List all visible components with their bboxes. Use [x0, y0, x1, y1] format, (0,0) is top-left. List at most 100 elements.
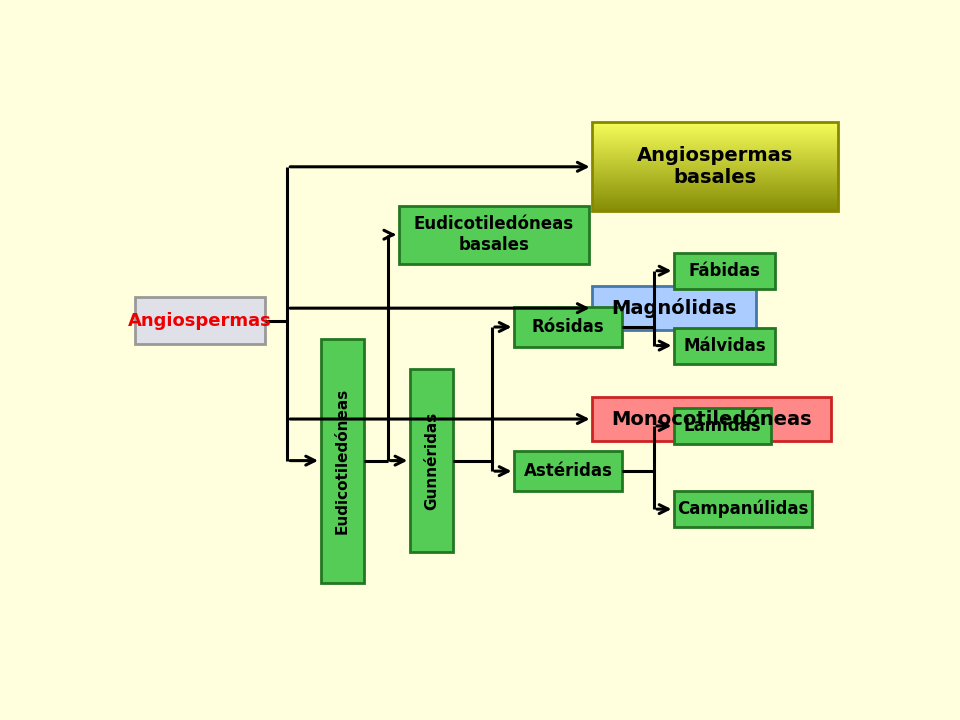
Bar — [592, 145, 838, 146]
Bar — [592, 125, 838, 127]
Bar — [592, 144, 838, 145]
Bar — [592, 194, 838, 195]
Bar — [592, 150, 838, 151]
Bar — [592, 188, 838, 189]
Bar — [592, 164, 838, 166]
Bar — [592, 183, 838, 184]
Bar — [592, 173, 838, 174]
Bar — [592, 143, 838, 145]
Text: Gunnéridas: Gunnéridas — [424, 412, 440, 510]
Bar — [592, 191, 838, 192]
Bar — [592, 187, 838, 188]
Bar — [592, 138, 838, 139]
Bar — [592, 157, 838, 158]
Bar — [592, 195, 838, 197]
Bar — [592, 155, 838, 156]
Text: Lámidas: Lámidas — [684, 417, 761, 435]
Text: Campanúlidas: Campanúlidas — [678, 500, 808, 518]
Bar — [592, 170, 838, 171]
Bar — [592, 202, 838, 203]
Bar — [592, 181, 838, 182]
FancyBboxPatch shape — [674, 328, 775, 364]
Bar — [592, 161, 838, 162]
Bar — [592, 166, 838, 167]
Bar — [592, 137, 838, 138]
Bar — [592, 182, 838, 184]
Bar — [592, 159, 838, 160]
Bar — [592, 168, 838, 170]
Bar — [592, 150, 838, 152]
Bar — [592, 204, 838, 206]
Bar — [592, 165, 838, 166]
Bar — [592, 178, 838, 179]
Bar — [592, 162, 838, 163]
Bar — [592, 207, 838, 209]
Bar — [592, 207, 838, 208]
Bar — [592, 205, 838, 207]
Text: Monocotiledóneas: Monocotiledóneas — [612, 410, 812, 428]
Bar — [592, 143, 838, 144]
Bar — [592, 198, 838, 199]
Bar — [592, 177, 838, 179]
Bar — [592, 186, 838, 187]
Text: Angiospermas
basales: Angiospermas basales — [637, 146, 793, 187]
Text: Magnólidas: Magnólidas — [612, 298, 737, 318]
Bar — [592, 158, 838, 159]
Bar — [592, 127, 838, 129]
Bar — [592, 147, 838, 148]
Bar — [592, 163, 838, 165]
Bar — [592, 126, 838, 127]
Bar — [592, 139, 838, 140]
Bar — [592, 122, 838, 123]
Bar — [592, 201, 838, 202]
Bar — [592, 180, 838, 181]
Bar — [592, 127, 838, 128]
Bar — [592, 138, 838, 140]
FancyBboxPatch shape — [674, 408, 771, 444]
Bar — [592, 208, 838, 210]
FancyBboxPatch shape — [674, 253, 775, 289]
Bar — [592, 202, 838, 204]
Bar — [592, 149, 838, 150]
Bar — [592, 141, 838, 143]
Text: Angiospermas: Angiospermas — [128, 312, 272, 330]
Bar — [592, 168, 838, 169]
Bar — [592, 181, 838, 183]
FancyBboxPatch shape — [134, 297, 265, 344]
Bar — [592, 153, 838, 154]
Bar — [592, 136, 838, 138]
Text: Eudicotiledóneas
basales: Eudicotiledóneas basales — [414, 215, 574, 254]
Bar — [592, 199, 838, 201]
Bar — [592, 134, 838, 135]
Bar — [592, 129, 838, 130]
Bar — [592, 179, 838, 180]
Text: Eudicotiledóneas: Eudicotiledóneas — [335, 387, 350, 534]
Bar — [592, 124, 838, 125]
FancyBboxPatch shape — [515, 307, 622, 347]
Bar — [592, 169, 838, 171]
Bar — [592, 189, 838, 191]
Bar — [592, 151, 838, 153]
Bar — [592, 203, 838, 204]
Bar — [592, 196, 838, 197]
Bar — [592, 175, 838, 176]
Bar — [592, 140, 838, 142]
Bar — [592, 197, 838, 198]
Bar — [592, 142, 838, 143]
FancyBboxPatch shape — [674, 491, 812, 527]
Bar — [592, 130, 838, 131]
Bar — [592, 192, 838, 194]
Bar — [592, 135, 838, 136]
Bar — [592, 132, 838, 133]
Bar — [592, 122, 838, 124]
Bar — [592, 179, 838, 181]
Bar — [592, 176, 838, 177]
Bar — [592, 160, 838, 161]
Bar — [592, 190, 838, 192]
Bar — [592, 131, 838, 132]
Bar — [592, 148, 838, 150]
Bar — [592, 193, 838, 194]
FancyBboxPatch shape — [515, 451, 622, 491]
Bar — [592, 184, 838, 185]
Bar — [592, 171, 838, 172]
